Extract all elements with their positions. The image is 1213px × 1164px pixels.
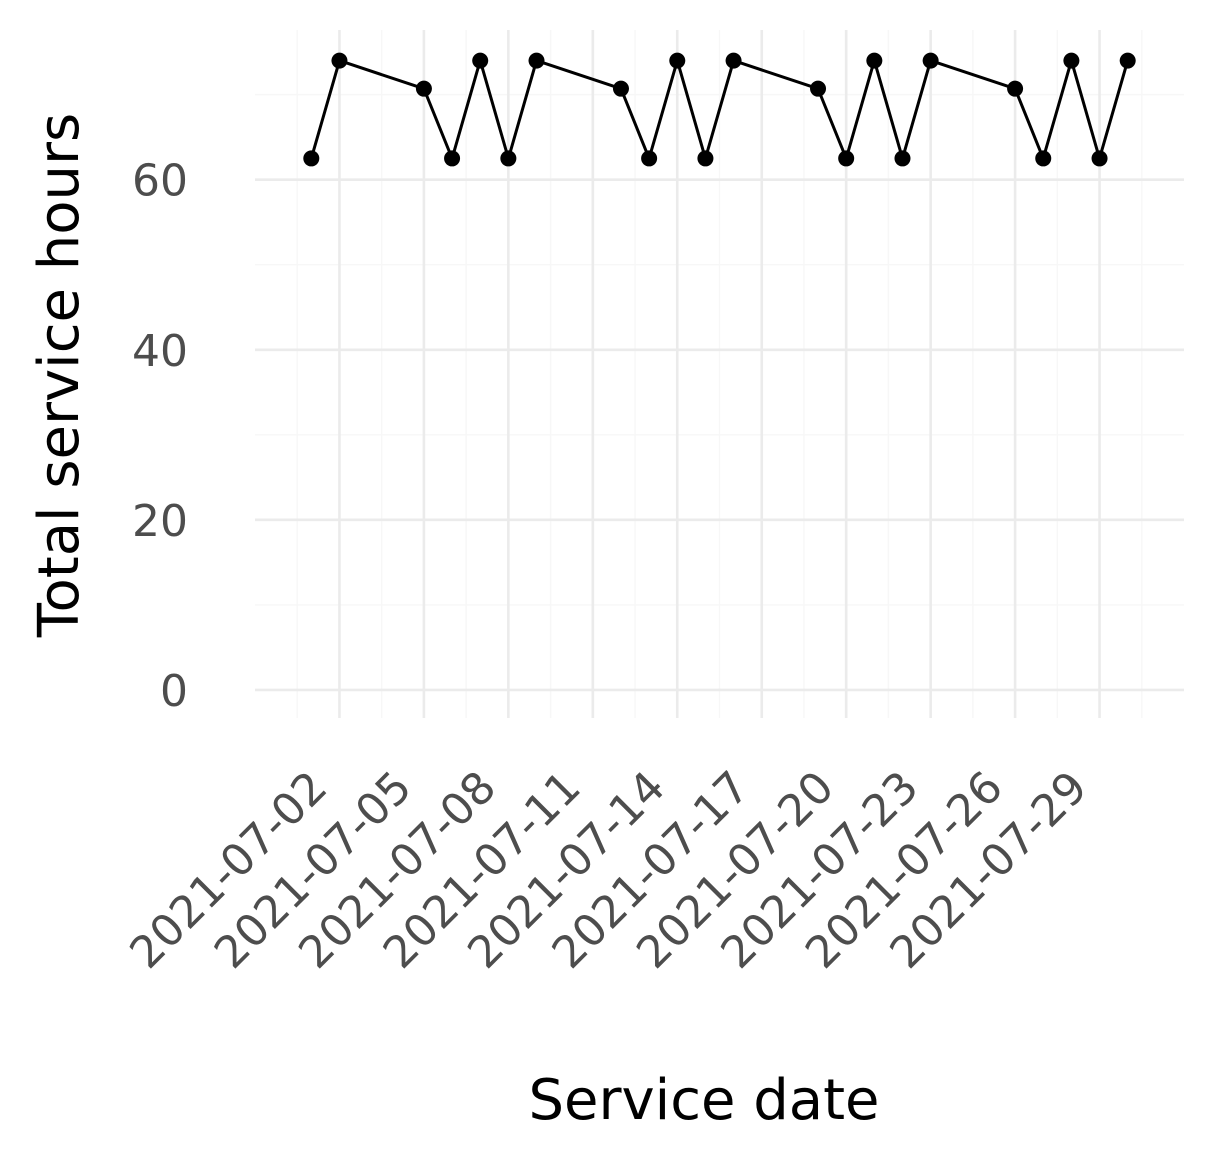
y-tick-label: 0 [160, 666, 188, 717]
y-axis-ticks: 0 20 40 60 [132, 156, 188, 717]
data-point [641, 150, 658, 167]
x-axis-title: Service date [528, 1068, 879, 1133]
data-point [1035, 150, 1052, 167]
data-point [1007, 80, 1024, 97]
data-point [922, 52, 939, 69]
data-point [444, 150, 461, 167]
series-line [309, 59, 1130, 160]
y-tick-label: 60 [132, 156, 188, 207]
data-point [1063, 52, 1080, 69]
series-group [303, 52, 1136, 167]
data-point [866, 52, 883, 69]
data-point [1091, 150, 1108, 167]
data-point [838, 150, 855, 167]
data-point [331, 52, 348, 69]
data-point [303, 150, 320, 167]
y-axis-title: Total service hours [27, 113, 92, 638]
data-point [697, 150, 714, 167]
data-point [472, 52, 489, 69]
data-point [894, 150, 911, 167]
data-point [612, 80, 629, 97]
x-axis-ticks: 2021-07-022021-07-052021-07-082021-07-11… [120, 762, 1097, 979]
y-tick-label: 40 [132, 326, 188, 377]
data-point [810, 80, 827, 97]
data-point [528, 52, 545, 69]
data-point [500, 150, 517, 167]
data-point [725, 52, 742, 69]
y-tick-label: 20 [132, 496, 188, 547]
minor-gridlines [255, 30, 1184, 718]
major-gridlines [255, 30, 1184, 718]
data-point [1119, 52, 1136, 69]
data-point [669, 52, 686, 69]
data-point [415, 80, 432, 97]
